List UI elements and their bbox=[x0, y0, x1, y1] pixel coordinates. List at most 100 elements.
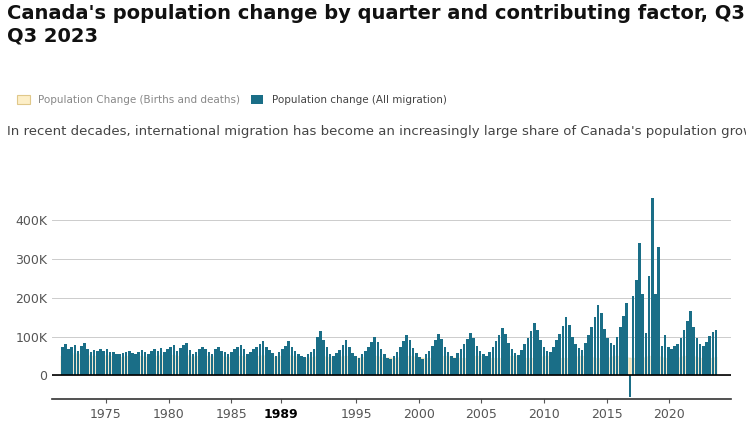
Bar bbox=[495, 358, 498, 375]
Bar bbox=[370, 356, 373, 375]
Bar bbox=[249, 352, 251, 375]
Bar bbox=[150, 351, 153, 375]
Bar bbox=[412, 348, 414, 375]
Bar bbox=[128, 356, 131, 375]
Bar bbox=[463, 344, 466, 375]
Bar bbox=[396, 352, 398, 375]
Bar bbox=[625, 303, 628, 375]
Bar bbox=[645, 332, 648, 375]
Legend: Population Change (Births and deaths), Population change (All migration): Population Change (Births and deaths), P… bbox=[13, 90, 451, 109]
Bar bbox=[144, 357, 146, 375]
Bar bbox=[109, 356, 111, 375]
Bar bbox=[434, 340, 436, 375]
Bar bbox=[511, 356, 513, 375]
Bar bbox=[539, 357, 542, 375]
Bar bbox=[316, 336, 319, 375]
Bar bbox=[351, 357, 354, 375]
Bar bbox=[695, 357, 698, 375]
Bar bbox=[316, 356, 319, 375]
Bar bbox=[712, 358, 714, 375]
Bar bbox=[367, 356, 370, 375]
Bar bbox=[677, 358, 679, 375]
Bar bbox=[125, 352, 128, 375]
Bar bbox=[351, 353, 354, 375]
Bar bbox=[198, 349, 201, 375]
Bar bbox=[386, 358, 389, 375]
Bar bbox=[450, 356, 453, 375]
Bar bbox=[597, 306, 599, 375]
Bar bbox=[699, 358, 701, 375]
Bar bbox=[421, 358, 424, 375]
Bar bbox=[304, 358, 306, 375]
Bar bbox=[514, 353, 516, 375]
Bar bbox=[520, 350, 523, 375]
Bar bbox=[64, 353, 66, 375]
Bar bbox=[642, 294, 644, 375]
Bar bbox=[635, 280, 638, 375]
Bar bbox=[176, 356, 178, 375]
Bar bbox=[587, 356, 590, 375]
Bar bbox=[530, 358, 533, 375]
Bar bbox=[574, 344, 577, 375]
Bar bbox=[339, 357, 341, 375]
Bar bbox=[84, 353, 86, 375]
Bar bbox=[597, 358, 599, 375]
Bar bbox=[419, 358, 421, 375]
Bar bbox=[680, 357, 683, 375]
Bar bbox=[692, 327, 695, 375]
Bar bbox=[664, 335, 666, 375]
Bar bbox=[214, 349, 216, 375]
Bar bbox=[424, 354, 427, 375]
Bar bbox=[571, 336, 574, 375]
Bar bbox=[224, 353, 226, 375]
Bar bbox=[230, 357, 233, 375]
Bar bbox=[415, 353, 418, 375]
Bar bbox=[131, 356, 134, 375]
Bar bbox=[622, 316, 625, 375]
Bar bbox=[466, 358, 468, 375]
Bar bbox=[539, 340, 542, 375]
Bar bbox=[157, 356, 159, 375]
Bar bbox=[612, 356, 615, 375]
Bar bbox=[670, 358, 673, 375]
Bar bbox=[281, 349, 283, 375]
Bar bbox=[361, 357, 363, 375]
Bar bbox=[249, 357, 251, 375]
Bar bbox=[594, 358, 596, 375]
Bar bbox=[345, 340, 348, 375]
Bar bbox=[664, 358, 666, 375]
Bar bbox=[546, 350, 548, 375]
Bar bbox=[230, 352, 233, 375]
Bar bbox=[622, 356, 625, 375]
Bar bbox=[119, 354, 121, 375]
Bar bbox=[645, 357, 648, 375]
Text: In recent decades, international migration has become an increasingly large shar: In recent decades, international migrati… bbox=[7, 125, 746, 138]
Bar bbox=[214, 356, 216, 375]
Bar bbox=[427, 358, 430, 375]
Bar bbox=[179, 356, 181, 375]
Bar bbox=[189, 350, 191, 375]
Bar bbox=[361, 353, 363, 375]
Bar bbox=[160, 348, 163, 375]
Bar bbox=[565, 317, 568, 375]
Bar bbox=[364, 350, 366, 375]
Bar bbox=[392, 358, 395, 375]
Bar bbox=[332, 358, 335, 375]
Bar bbox=[64, 344, 66, 375]
Bar bbox=[284, 356, 286, 375]
Bar bbox=[322, 356, 325, 375]
Bar bbox=[169, 347, 172, 375]
Bar bbox=[542, 347, 545, 375]
Bar bbox=[715, 330, 718, 375]
Bar bbox=[581, 350, 583, 375]
Bar bbox=[284, 346, 286, 375]
Bar bbox=[424, 358, 427, 375]
Bar bbox=[115, 353, 118, 375]
Bar bbox=[447, 352, 449, 375]
Bar bbox=[87, 355, 89, 375]
Bar bbox=[198, 356, 201, 375]
Bar bbox=[619, 327, 621, 375]
Bar bbox=[115, 356, 118, 375]
Bar bbox=[389, 359, 392, 375]
Bar bbox=[552, 356, 555, 375]
